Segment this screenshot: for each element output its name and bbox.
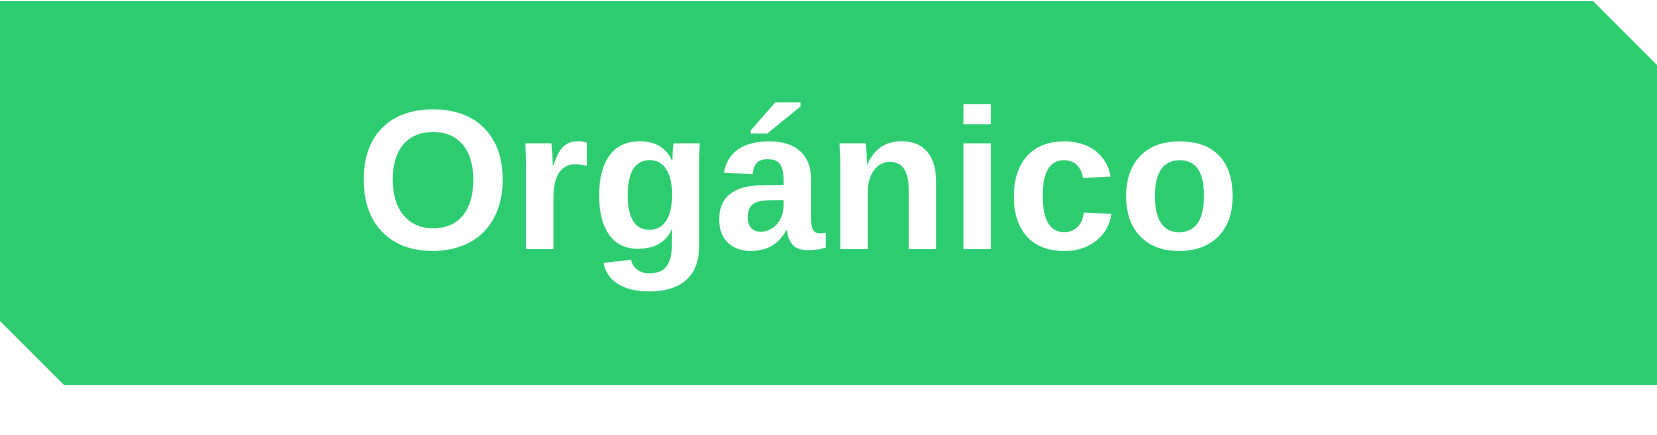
organic-badge-label: Orgánico xyxy=(355,69,1242,292)
organic-badge-background xyxy=(0,1,1657,385)
